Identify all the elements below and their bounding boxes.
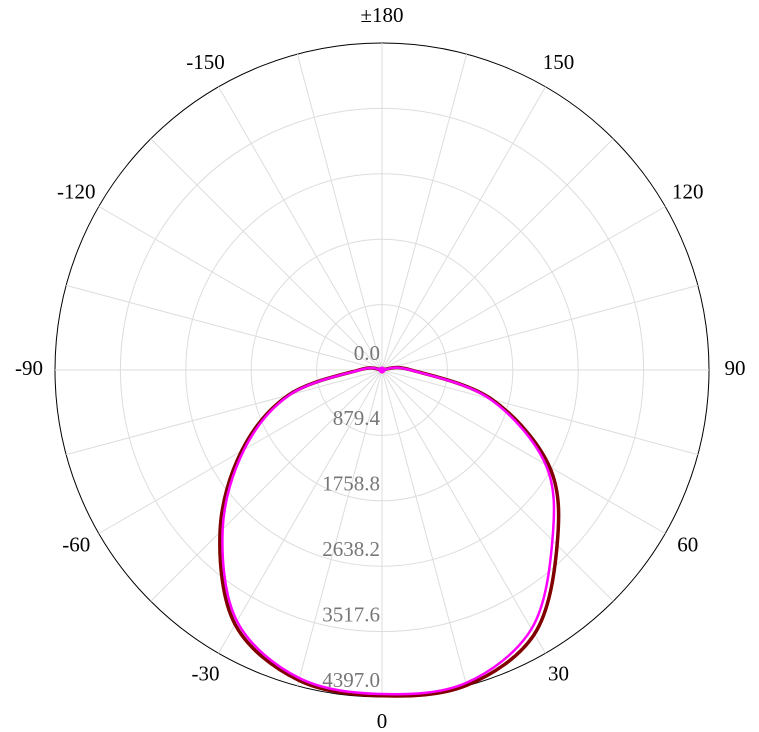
grid-spoke — [381, 86, 546, 371]
grid-spoke — [218, 369, 383, 654]
angle-label: -30 — [192, 662, 220, 686]
grid-spoke — [381, 369, 546, 654]
grid-spoke — [381, 54, 468, 371]
grid-spoke — [150, 369, 383, 602]
grid-spoke — [381, 369, 666, 534]
angle-label: 30 — [548, 662, 569, 686]
radial-label: 1758.8 — [322, 472, 380, 496]
grid-spoke — [381, 138, 614, 371]
grid-spoke — [296, 54, 383, 371]
grid-spoke — [381, 369, 468, 686]
angle-label: -150 — [186, 50, 225, 74]
angle-label: -60 — [62, 532, 90, 556]
grid-spoke — [150, 138, 383, 371]
grid-spoke — [218, 86, 383, 371]
grid-spoke — [381, 369, 614, 602]
grid-spoke — [381, 369, 698, 456]
angle-label: -90 — [15, 356, 43, 380]
grid-spoke — [66, 284, 383, 371]
grid-spoke — [381, 206, 666, 371]
radial-label: 879.4 — [333, 406, 381, 430]
grid-spoke — [381, 284, 698, 371]
grid-spoke — [296, 369, 383, 686]
angle-label: 90 — [725, 356, 746, 380]
center-dot — [378, 366, 386, 374]
angle-label: 120 — [672, 179, 704, 203]
radial-label: 4397.0 — [322, 668, 380, 692]
intensity-curve — [221, 366, 556, 696]
angle-label: 150 — [543, 50, 575, 74]
radial-label: 0.0 — [354, 341, 380, 365]
angle-label: 0 — [377, 709, 388, 732]
grid-spoke — [66, 369, 383, 456]
angle-label: 60 — [677, 532, 698, 556]
angle-label: ±180 — [360, 3, 403, 27]
angle-label: -120 — [57, 179, 96, 203]
grid-spoke — [98, 206, 383, 371]
radial-label: 2638.2 — [322, 537, 380, 561]
radial-label: 3517.6 — [322, 602, 380, 626]
